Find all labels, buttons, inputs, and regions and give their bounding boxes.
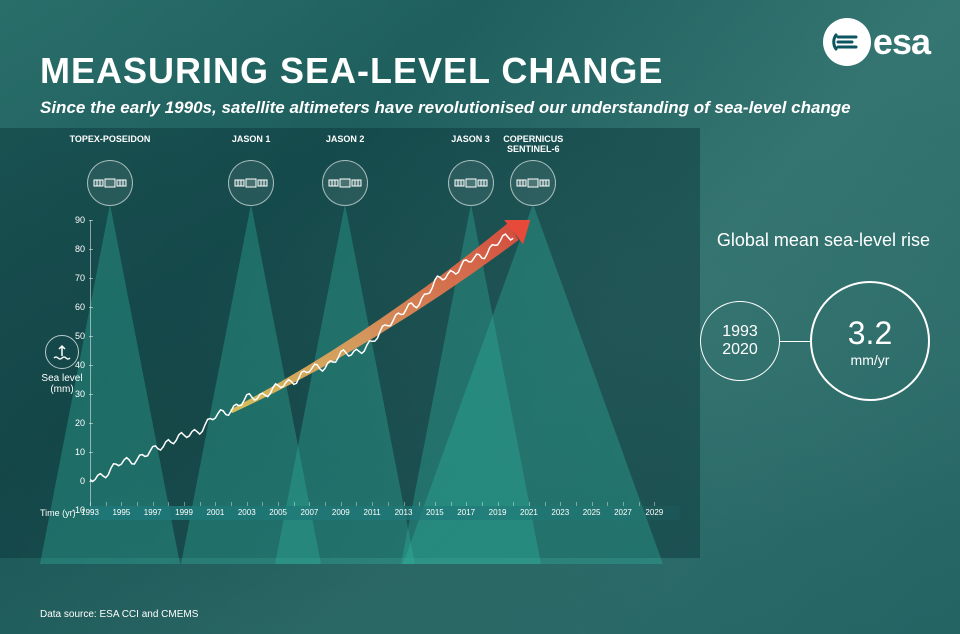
data-line xyxy=(90,234,513,481)
satellite-icon xyxy=(322,160,368,206)
y-tick: 60 xyxy=(61,302,85,312)
satellite-item: TOPEX-POSEIDON xyxy=(55,134,165,206)
trend-arrow xyxy=(230,223,519,413)
satellite-icon xyxy=(228,160,274,206)
rate-value: 3.2 xyxy=(848,315,892,352)
satellite-label: JASON 2 xyxy=(326,134,365,158)
esa-logo-text: esa xyxy=(873,21,930,63)
y-tick: 50 xyxy=(61,331,85,341)
satellite-label: JASON 1 xyxy=(232,134,271,158)
y-tick: 20 xyxy=(61,418,85,428)
y-tick: 0 xyxy=(61,476,85,486)
y-tick: 40 xyxy=(61,360,85,370)
y-tick: 80 xyxy=(61,244,85,254)
data-source: Data source: ESA CCI and CMEMS xyxy=(40,609,198,620)
period-start: 1993 xyxy=(722,323,758,341)
esa-logo-icon xyxy=(823,18,871,66)
y-tick: 10 xyxy=(61,447,85,457)
page-subtitle: Since the early 1990s, satellite altimet… xyxy=(40,98,851,118)
stats-circles: 1993 2020 3.2 mm/yr xyxy=(690,281,930,401)
satellite-label: COPERNICUS SENTINEL-6 xyxy=(503,134,563,158)
y-tick: 30 xyxy=(61,389,85,399)
satellite-icon xyxy=(510,160,556,206)
sea-level-chart: Sea level (mm) -100102030405060708090 Ti… xyxy=(40,220,680,540)
satellite-label: TOPEX-POSEIDON xyxy=(70,134,151,158)
x-axis-label: Time (yr) xyxy=(40,508,76,518)
satellite-icon xyxy=(87,160,133,206)
satellite-item: JASON 2 xyxy=(290,134,400,206)
y-tick: 70 xyxy=(61,273,85,283)
period-circle: 1993 2020 xyxy=(700,301,780,381)
line-plot xyxy=(90,220,670,510)
rate-circle: 3.2 mm/yr xyxy=(810,281,930,401)
circle-connector xyxy=(780,341,810,342)
satellite-item: COPERNICUS SENTINEL-6 xyxy=(478,134,588,206)
rate-unit: mm/yr xyxy=(851,352,890,368)
stats-panel: Global mean sea-level rise 1993 2020 3.2… xyxy=(690,230,930,401)
page-title: MEASURING SEA-LEVEL CHANGE xyxy=(40,50,663,92)
period-end: 2020 xyxy=(722,341,758,359)
y-tick: 90 xyxy=(61,215,85,225)
esa-logo: esa xyxy=(823,18,930,66)
stats-heading: Global mean sea-level rise xyxy=(690,230,930,251)
